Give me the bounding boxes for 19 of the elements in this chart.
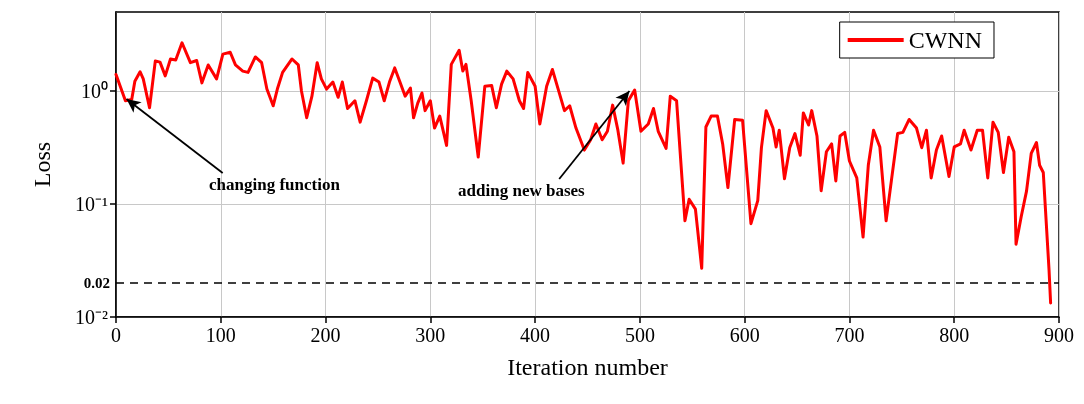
ref-line-label: 0.02: [83, 274, 110, 291]
x-axis-title: Iteration number: [507, 354, 668, 380]
x-tick-label: 300: [415, 324, 446, 346]
y-tick-label: 10⁻²: [75, 306, 108, 328]
x-tick-label: 0: [111, 324, 121, 346]
y-axis-title: Loss: [29, 141, 55, 188]
y-tick-label: 10⁰: [81, 79, 108, 102]
x-tick-label: 600: [729, 324, 760, 346]
y-tick-label: 10⁻¹: [75, 192, 108, 215]
x-tick-label: 900: [1044, 324, 1074, 346]
x-tick-label: 100: [205, 324, 236, 346]
annotation: adding new bases: [458, 181, 586, 201]
x-tick-label: 800: [939, 324, 970, 346]
legend-label: CWNN: [908, 27, 982, 53]
x-tick-label: 700: [834, 324, 865, 346]
x-tick-label: 200: [310, 324, 341, 346]
x-tick-label: 400: [520, 324, 551, 346]
annotation: changing function: [209, 175, 341, 195]
x-tick-label: 500: [624, 324, 655, 346]
